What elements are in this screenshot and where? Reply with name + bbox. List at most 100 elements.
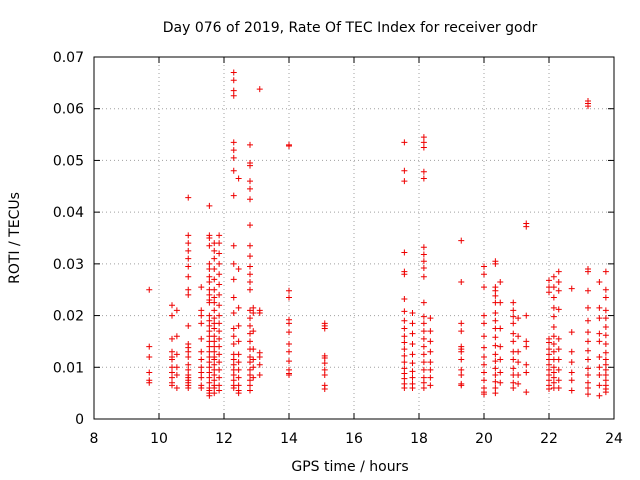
data-point xyxy=(247,307,253,314)
data-point xyxy=(458,382,465,389)
data-point xyxy=(550,369,557,376)
data-point xyxy=(555,278,562,285)
y-tick-label: 0.06 xyxy=(53,102,84,118)
data-point xyxy=(247,271,253,278)
data-point xyxy=(185,322,192,329)
data-point xyxy=(481,361,487,368)
data-point xyxy=(481,312,487,319)
data-point xyxy=(550,374,557,381)
data-point xyxy=(230,92,237,99)
data-point xyxy=(409,320,416,327)
data-point xyxy=(420,244,427,251)
data-point xyxy=(602,372,609,379)
data-point xyxy=(401,296,408,303)
data-point xyxy=(420,139,427,146)
data-point xyxy=(585,304,591,311)
data-point xyxy=(206,273,213,280)
y-tick-label: 0.04 xyxy=(53,205,84,221)
data-point xyxy=(481,333,487,340)
data-point xyxy=(510,307,517,314)
data-point xyxy=(216,343,223,350)
data-point xyxy=(198,384,205,391)
data-point xyxy=(169,348,175,355)
data-point xyxy=(585,365,591,372)
data-point xyxy=(546,372,552,379)
data-point xyxy=(420,366,427,373)
data-point xyxy=(585,372,591,379)
data-point xyxy=(420,299,427,306)
data-point xyxy=(523,343,530,350)
data-point xyxy=(216,366,223,373)
data-point xyxy=(585,384,591,391)
data-point xyxy=(206,260,213,267)
data-point xyxy=(235,351,242,358)
data-point xyxy=(458,356,465,363)
data-point xyxy=(497,278,504,285)
data-point xyxy=(286,142,292,149)
data-point xyxy=(173,372,180,379)
y-tick-label: 0.01 xyxy=(53,360,84,376)
data-point xyxy=(230,69,237,76)
data-point xyxy=(198,364,205,371)
data-point xyxy=(555,356,562,363)
data-point xyxy=(427,366,434,373)
grid-lines xyxy=(94,57,614,419)
data-point xyxy=(401,352,408,359)
data-point xyxy=(230,356,237,363)
data-point xyxy=(211,294,218,301)
data-point xyxy=(230,77,237,84)
data-point xyxy=(286,348,292,355)
data-point xyxy=(185,366,192,373)
data-point xyxy=(185,361,192,368)
data-point xyxy=(230,154,237,161)
data-point xyxy=(230,333,237,340)
data-point xyxy=(250,328,257,335)
data-point xyxy=(146,353,153,360)
data-point xyxy=(492,260,499,267)
data-point xyxy=(321,354,328,361)
data-point xyxy=(211,255,218,262)
data-point xyxy=(211,338,218,345)
data-point xyxy=(420,134,427,141)
data-point xyxy=(286,320,292,327)
data-point xyxy=(211,247,218,254)
data-point xyxy=(492,351,499,358)
data-point xyxy=(401,167,408,174)
data-point xyxy=(481,320,487,327)
data-point xyxy=(286,358,292,365)
data-point xyxy=(492,317,499,324)
data-point xyxy=(550,348,557,355)
data-point xyxy=(458,278,465,285)
data-point xyxy=(401,249,408,256)
data-point xyxy=(427,315,434,322)
data-point xyxy=(173,384,180,391)
data-point xyxy=(185,286,192,293)
data-point xyxy=(230,242,237,249)
data-point xyxy=(602,349,609,356)
data-point xyxy=(206,359,213,366)
data-point xyxy=(247,196,253,203)
data-point xyxy=(206,364,213,371)
data-point xyxy=(211,384,218,391)
data-point xyxy=(198,312,205,319)
x-tick-label: 16 xyxy=(345,431,363,447)
data-point xyxy=(247,315,253,322)
data-point xyxy=(211,390,218,397)
data-point xyxy=(420,264,427,271)
data-point xyxy=(247,353,253,360)
data-point xyxy=(235,266,242,273)
data-point xyxy=(409,351,416,358)
data-point xyxy=(492,372,499,379)
data-point xyxy=(250,309,257,316)
data-point xyxy=(185,240,192,247)
data-point xyxy=(409,368,416,375)
data-point xyxy=(401,346,408,353)
data-point xyxy=(420,313,427,320)
data-point xyxy=(602,268,609,275)
data-point xyxy=(515,372,522,379)
data-point xyxy=(409,374,416,381)
data-point xyxy=(602,341,609,348)
data-point xyxy=(523,369,530,376)
data-point xyxy=(596,278,603,285)
data-point xyxy=(420,379,427,386)
